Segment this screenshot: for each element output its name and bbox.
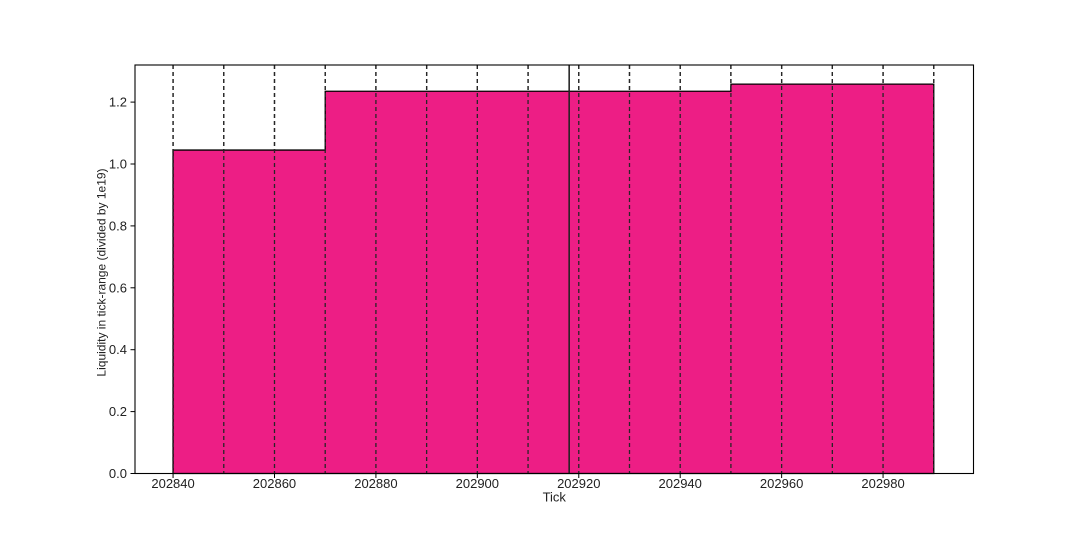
- svg-text:0.4: 0.4: [109, 342, 127, 357]
- svg-text:0.8: 0.8: [109, 218, 127, 233]
- svg-text:1.0: 1.0: [109, 157, 127, 172]
- svg-text:1.2: 1.2: [109, 95, 127, 110]
- svg-text:202960: 202960: [760, 476, 803, 491]
- svg-text:202840: 202840: [151, 476, 194, 491]
- svg-text:202880: 202880: [354, 476, 397, 491]
- svg-text:0.6: 0.6: [109, 280, 127, 295]
- svg-text:202900: 202900: [456, 476, 499, 491]
- svg-text:0.0: 0.0: [109, 466, 127, 481]
- svg-text:Tick: Tick: [543, 490, 567, 505]
- svg-text:202860: 202860: [253, 476, 296, 491]
- svg-text:Liquidity in tick-range (divid: Liquidity in tick-range (divided by 1e19…: [95, 168, 109, 376]
- svg-text:0.2: 0.2: [109, 404, 127, 419]
- svg-text:202940: 202940: [659, 476, 702, 491]
- svg-text:202980: 202980: [861, 476, 904, 491]
